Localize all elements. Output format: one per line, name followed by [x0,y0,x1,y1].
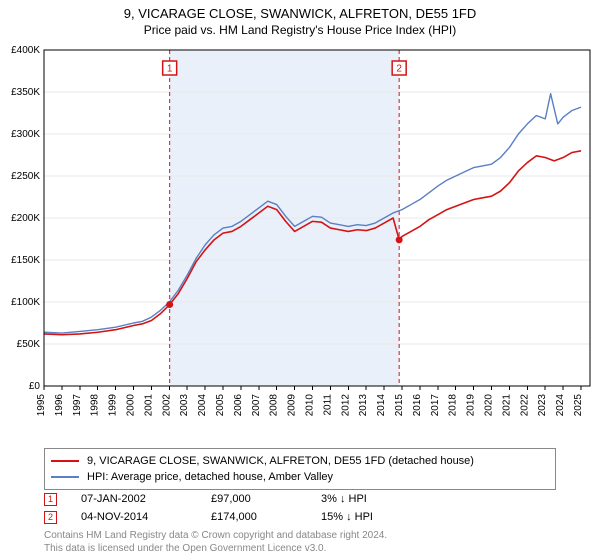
svg-text:2002: 2002 [161,394,172,417]
chart-container: 9, VICARAGE CLOSE, SWANWICK, ALFRETON, D… [0,0,600,560]
svg-text:2007: 2007 [251,394,262,417]
footer-line-1: Contains HM Land Registry data © Crown c… [44,530,387,543]
chart-subtitle: Price paid vs. HM Land Registry's House … [0,21,600,37]
svg-text:1995: 1995 [36,394,47,417]
svg-text:2020: 2020 [484,394,495,417]
svg-text:2025: 2025 [573,394,584,417]
chart-area: £0 £50K £100K £150K £200K £250K £300K £350K £400… [0,42,600,442]
svg-text:£300K: £300K [11,129,40,140]
svg-text:2010: 2010 [305,394,316,417]
legend-swatch [51,460,79,462]
event-price: £97,000 [211,493,321,505]
svg-text:2016: 2016 [412,394,423,417]
svg-text:1: 1 [167,64,173,75]
svg-text:2004: 2004 [197,394,208,417]
legend-label: HPI: Average price, detached house, Ambe… [87,471,333,483]
svg-text:2000: 2000 [126,394,137,417]
svg-text:2003: 2003 [179,394,190,417]
event-pct: 15% ↓ HPI [321,511,461,523]
svg-text:2005: 2005 [215,394,226,417]
svg-text:1998: 1998 [90,394,101,417]
event-pct: 3% ↓ HPI [321,493,461,505]
chart-title: 9, VICARAGE CLOSE, SWANWICK, ALFRETON, D… [0,0,600,21]
event-price: £174,000 [211,511,321,523]
svg-text:£50K: £50K [17,339,41,350]
svg-text:2024: 2024 [555,394,566,417]
svg-text:2014: 2014 [376,394,387,417]
legend-swatch [51,476,79,478]
svg-text:2011: 2011 [322,394,333,416]
event-date: 04-NOV-2014 [81,511,211,523]
svg-text:£150K: £150K [11,255,40,266]
legend-label: 9, VICARAGE CLOSE, SWANWICK, ALFRETON, D… [87,455,474,467]
svg-text:2018: 2018 [448,394,459,417]
legend-row: 9, VICARAGE CLOSE, SWANWICK, ALFRETON, D… [51,453,549,469]
svg-text:£200K: £200K [11,213,40,224]
svg-text:2: 2 [396,64,402,75]
svg-text:£250K: £250K [11,171,40,182]
svg-text:2021: 2021 [501,394,512,417]
events-table: 1 07-JAN-2002£97,0003% ↓ HPI 2 04-NOV-2014£… [44,490,461,526]
event-date: 07-JAN-2002 [81,493,211,505]
svg-text:1996: 1996 [54,394,65,417]
legend-box: 9, VICARAGE CLOSE, SWANWICK, ALFRETON, D… [44,448,556,490]
svg-text:£400K: £400K [11,45,40,56]
svg-text:1999: 1999 [108,394,119,417]
svg-text:2023: 2023 [537,394,548,417]
svg-text:£0: £0 [29,381,41,392]
svg-text:2009: 2009 [287,394,298,417]
svg-text:2015: 2015 [394,394,405,417]
footer-line-2: This data is licensed under the Open Gov… [44,543,387,556]
svg-text:1997: 1997 [72,394,83,417]
svg-text:2019: 2019 [466,394,477,417]
legend-row: HPI: Average price, detached house, Ambe… [51,469,549,485]
svg-text:£350K: £350K [11,87,40,98]
svg-text:2017: 2017 [430,394,441,417]
event-row: 1 07-JAN-2002£97,0003% ↓ HPI [44,490,461,508]
svg-text:£100K: £100K [11,297,40,308]
svg-text:2013: 2013 [358,394,369,417]
footer-attribution: Contains HM Land Registry data © Crown c… [44,530,387,555]
event-marker: 2 [44,511,57,524]
svg-text:2006: 2006 [233,394,244,417]
event-row: 2 04-NOV-2014£174,00015% ↓ HPI [44,508,461,526]
svg-text:2022: 2022 [519,394,530,417]
line-chart-svg: £0 £50K £100K £150K £200K £250K £300K £350K £400… [0,42,600,442]
svg-text:2012: 2012 [340,394,351,417]
event-marker: 1 [44,493,57,506]
svg-text:2008: 2008 [269,394,280,417]
svg-text:2001: 2001 [143,394,154,417]
